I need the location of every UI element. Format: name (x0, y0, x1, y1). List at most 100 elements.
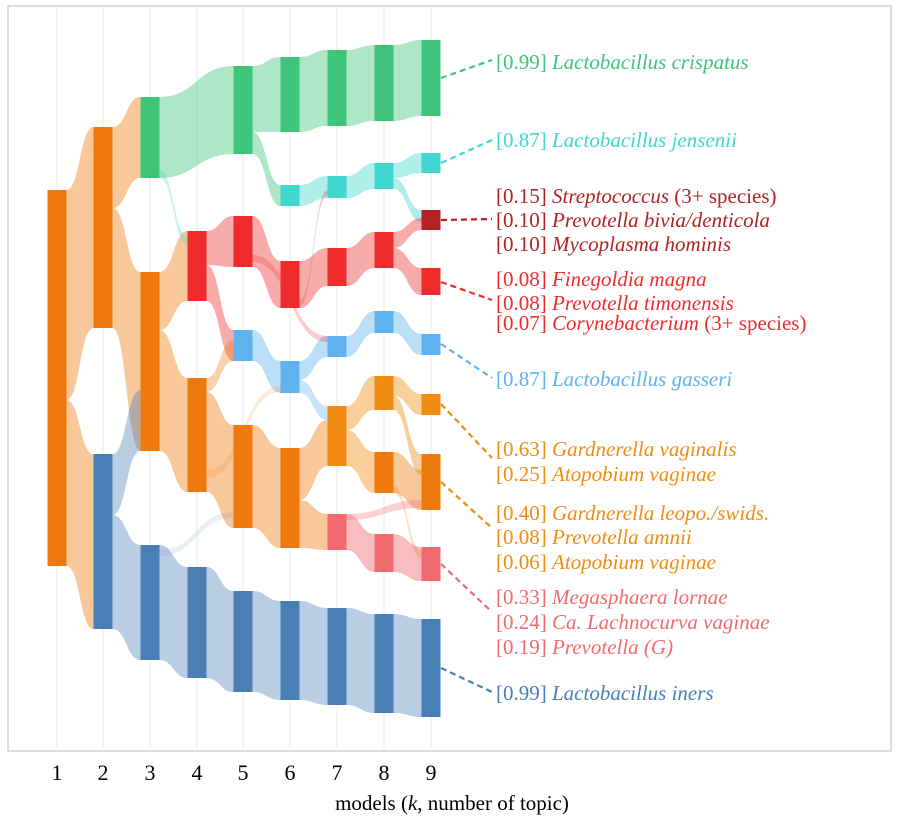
flow-f3-g2-50 (299, 190, 328, 306)
topic-node-d3 (187, 378, 207, 492)
topic-node-i7 (421, 454, 441, 510)
topic-node-d2 (187, 231, 207, 301)
leader-lines (440, 58, 493, 693)
flow-f1-g1-21 (299, 50, 328, 132)
topic-node-i2 (421, 153, 441, 173)
label-strep-line-2: [0.10] Mycoplasma hominis (496, 232, 731, 256)
topic-node-h7 (374, 534, 394, 572)
label-score: [0.63] (496, 437, 552, 461)
label-score: [0.07] (496, 311, 552, 335)
label-taxon: Lactobacillus gasseri (551, 367, 732, 391)
topic-labels: [0.99] Lactobacillus crispatus [0.87] Lac… (496, 50, 806, 705)
label-score: [0.19] (496, 635, 552, 659)
x-axis-ticks: 1 2 3 4 5 6 7 8 9 (52, 760, 437, 785)
label-score: [0.25] (496, 462, 552, 486)
label-megasphaera-line-2: [0.19] Prevotella (G) (496, 635, 673, 659)
label-taxon: Lactobacillus crispatus (551, 50, 749, 74)
label-score: [0.24] (496, 610, 552, 634)
leader-line-crispatus (440, 58, 493, 80)
flow-d4-e5-14 (206, 567, 234, 692)
x-tick-1: 1 (52, 760, 63, 785)
flow-a1-b1-0 (66, 127, 94, 400)
topic-node-e2 (233, 216, 253, 267)
topic-node-g1 (327, 50, 347, 126)
topic-node-g2 (327, 176, 347, 198)
label-taxon: Lactobacillus iners (551, 681, 714, 705)
x-tick-7: 7 (332, 760, 343, 785)
flow-h3-i4-41 (393, 248, 422, 295)
label-taxon: Finegoldia magna (551, 267, 707, 291)
topic-node-h1 (374, 45, 394, 121)
label-score: [0.08] (496, 525, 552, 549)
x-tick-3: 3 (145, 760, 156, 785)
label-gasseri-line-0: [0.87] Lactobacillus gasseri (496, 367, 732, 391)
label-taxon: Prevotella bivia/denticola (551, 208, 770, 232)
topic-node-i6 (421, 394, 441, 415)
flow-b2-c3-5 (112, 515, 141, 660)
flow-g6-h7-35 (346, 514, 375, 572)
label-taxon: Streptococcus (552, 184, 669, 208)
flow-g2-h2-30 (346, 163, 375, 198)
flow-e4-f5-19 (252, 425, 281, 548)
topic-node-c2 (140, 272, 160, 451)
flow-f5-g6-27 (299, 500, 328, 550)
flow-h5-i7-44 (393, 396, 422, 475)
flow-h2-i3-39 (393, 178, 422, 222)
topic-node-i9 (421, 619, 441, 717)
label-taxon: Prevotella timonensis (551, 291, 734, 315)
topic-node-g5 (327, 406, 347, 466)
flow-b1-c1-2 (112, 97, 141, 208)
flow-f5-g5-26 (299, 420, 328, 500)
x-tick-5: 5 (238, 760, 249, 785)
flow-c1-d2-48 (159, 170, 188, 244)
flow-f2-g2-22 (299, 176, 328, 206)
topic-node-i5 (421, 334, 441, 355)
flow-c2-d2-7 (159, 231, 188, 330)
flow-g7-h8-36 (346, 608, 375, 713)
flow-g5-h5-33 (346, 376, 375, 430)
flow-f4-g5-25 (299, 380, 328, 420)
topic-node-i4 (421, 268, 441, 295)
topic-node-e1 (233, 66, 253, 154)
flow-c3-d4-9 (159, 545, 188, 678)
label-finegoldia-line-0: [0.08] Finegoldia magna (496, 267, 707, 291)
label-score: [0.99] (496, 50, 552, 74)
topic-node-h4 (374, 311, 394, 333)
topic-node-f4 (280, 361, 300, 393)
flow-h4-i5-42 (393, 311, 422, 355)
topic-node-g7 (327, 608, 347, 705)
label-strep-line-1: [0.10] Prevotella bivia/denticola (496, 208, 770, 232)
topic-node-f6 (280, 601, 300, 700)
flow-h6-i8-52 (393, 486, 422, 558)
label-score: [0.08] (496, 291, 552, 315)
flow-e1-f2-16 (252, 132, 281, 206)
topic-node-c1 (140, 97, 160, 178)
label-finegoldia-line-1: [0.08] Prevotella timonensis (496, 291, 734, 315)
flow-g1-h1-29 (346, 45, 375, 126)
topic-node-d4 (187, 567, 207, 678)
topic-node-g6 (327, 514, 347, 550)
label-jensenii-line-0: [0.87] Lactobacillus jensenii (496, 128, 737, 152)
label-taxon: Prevotella (G) (551, 635, 673, 659)
topic-node-h8 (374, 614, 394, 713)
x-tick-2: 2 (98, 760, 109, 785)
label-score: [0.87] (496, 128, 552, 152)
label-taxon: Atopobium vaginae (550, 462, 716, 486)
label-taxon: Atopobium vaginae (550, 550, 716, 574)
flow-c2-d3-8 (159, 330, 188, 492)
topic-node-f5 (280, 448, 300, 548)
topic-node-c3 (140, 545, 160, 660)
x-axis-label-k: k (408, 791, 418, 815)
flow-h8-i9-47 (393, 614, 422, 717)
x-axis-label: models (k, number of topic) (335, 791, 569, 815)
label-taxon: Prevotella amnii (551, 525, 692, 549)
flow-f4-g4-24 (299, 336, 328, 380)
label-leopoldii-line-0: [0.40] Gardnerella leopo./swids. (496, 501, 769, 525)
label-score: [0.99] (496, 681, 552, 705)
x-tick-4: 4 (192, 760, 203, 785)
flow-g6-i7-51 (346, 500, 422, 520)
label-score: [0.40] (496, 501, 552, 525)
flow-c1-e1-6 (159, 66, 234, 178)
flow-f3-g3-23 (299, 248, 328, 308)
label-taxon: Mycoplasma hominis (551, 232, 731, 256)
